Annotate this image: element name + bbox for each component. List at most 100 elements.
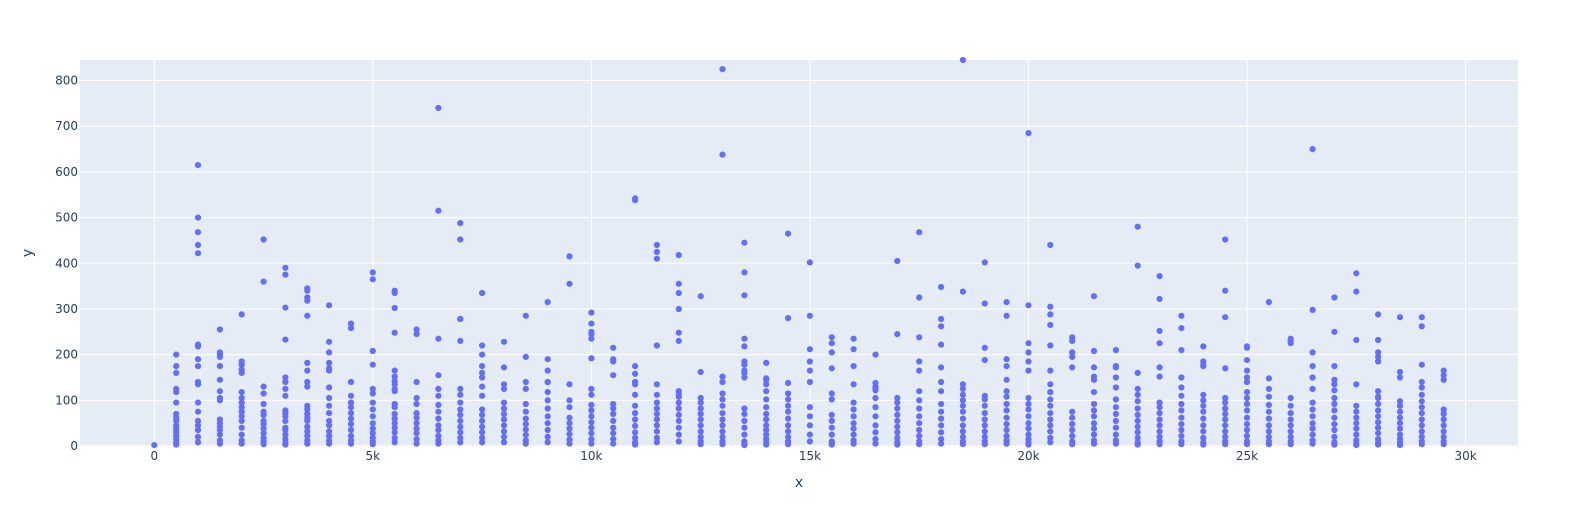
data-point [610,405,617,412]
data-point [173,399,180,406]
data-point [1090,400,1098,408]
data-point [282,336,289,343]
data-point [194,162,202,169]
data-point [763,422,770,429]
data-point [785,315,792,322]
data-point [347,440,355,447]
data-point [1243,367,1251,374]
data-point [479,434,486,441]
data-point [1112,384,1119,391]
data-point [981,357,988,364]
data-point [653,255,661,262]
data-point [850,431,857,438]
data-point [1353,442,1360,449]
data-point [1112,440,1119,447]
data-point [1134,405,1141,412]
data-point [894,441,901,448]
data-point [194,408,202,415]
data-point [1156,416,1163,423]
data-point [1112,404,1119,411]
data-point [347,432,355,440]
data-point [457,411,464,418]
data-point [938,323,945,330]
data-point [1156,273,1163,280]
data-point [719,441,726,448]
data-point [500,364,508,371]
data-point [326,338,333,345]
data-point [1112,431,1119,438]
data-point [1003,356,1010,363]
data-point [566,397,573,404]
data-point [1396,442,1404,449]
data-point [763,426,770,434]
data-point [632,381,639,388]
data-point [1243,426,1251,434]
data-point [588,424,595,431]
data-point [566,425,573,432]
data-point [1200,434,1207,441]
data-point [1178,421,1185,428]
data-point [741,431,748,438]
data-point [347,415,355,422]
data-point [916,420,923,427]
data-point [588,407,595,414]
data-point [1025,420,1032,427]
data-point [850,399,857,406]
data-point [806,422,814,429]
data-point [1047,428,1054,435]
data-point [1003,312,1010,319]
data-point [1396,314,1404,321]
data-point [1025,349,1032,356]
data-point [566,414,573,421]
data-point [1178,426,1185,434]
data-point [938,341,945,348]
data-point [981,428,988,435]
data-point [785,422,792,429]
data-point [959,408,967,415]
data-point [500,385,508,392]
data-point [1047,434,1054,441]
data-point [719,66,726,73]
data-point [260,236,267,243]
data-point [938,400,945,408]
data-point [1200,441,1207,448]
data-point [1156,422,1163,429]
data-point [1375,393,1382,400]
data-points [151,56,1447,449]
data-point [1156,373,1163,380]
data-point [413,414,420,421]
data-point [479,374,486,381]
data-point [194,439,202,446]
data-point [282,385,289,392]
data-point [1178,400,1185,408]
data-point [1134,434,1141,441]
data-point [1331,433,1338,440]
data-point [1418,314,1425,321]
data-point [741,269,748,276]
data-point [610,440,617,447]
data-point [632,402,639,409]
data-point [959,391,967,398]
data-point [1440,433,1447,440]
data-point [741,405,748,412]
data-point [1243,407,1251,414]
data-point [828,390,835,397]
data-point [959,441,967,448]
data-point [282,417,289,424]
data-point [544,367,551,374]
data-point [741,410,748,418]
data-point [282,271,289,278]
data-point [894,331,901,338]
data-point [719,410,726,417]
data-point [981,433,988,440]
data-point [326,428,333,435]
data-point [1090,364,1098,371]
data-point [1243,344,1251,351]
data-point [282,392,289,399]
y-tick-label: 700 [55,119,78,133]
data-point [1396,414,1404,421]
data-point [1025,400,1032,408]
data-point [457,434,464,441]
data-point [632,429,639,436]
data-point [938,378,945,386]
